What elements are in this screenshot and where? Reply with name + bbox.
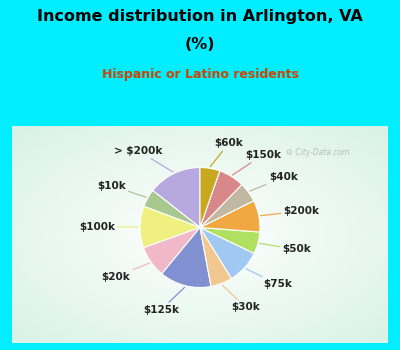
- Wedge shape: [200, 201, 260, 232]
- Wedge shape: [140, 206, 200, 248]
- Text: $100k: $100k: [79, 222, 138, 232]
- Text: > $200k: > $200k: [114, 146, 173, 172]
- Wedge shape: [162, 228, 211, 287]
- Text: ⚙ City-Data.com: ⚙ City-Data.com: [286, 148, 350, 157]
- Text: Income distribution in Arlington, VA: Income distribution in Arlington, VA: [37, 9, 363, 24]
- Text: $60k: $60k: [210, 139, 243, 167]
- Wedge shape: [144, 190, 200, 228]
- Text: $20k: $20k: [102, 263, 150, 281]
- Text: $200k: $200k: [261, 206, 320, 216]
- Text: Hispanic or Latino residents: Hispanic or Latino residents: [102, 68, 298, 81]
- Text: $50k: $50k: [260, 243, 311, 254]
- Wedge shape: [200, 228, 260, 253]
- Wedge shape: [200, 228, 232, 287]
- Wedge shape: [200, 228, 254, 279]
- Text: $10k: $10k: [97, 181, 146, 197]
- Text: $30k: $30k: [222, 285, 260, 312]
- Text: $125k: $125k: [143, 287, 184, 315]
- Text: (%): (%): [185, 37, 215, 52]
- Text: $40k: $40k: [250, 172, 298, 191]
- Wedge shape: [200, 168, 220, 228]
- Wedge shape: [153, 168, 200, 228]
- Wedge shape: [200, 184, 254, 228]
- Text: $150k: $150k: [232, 150, 281, 175]
- Text: $75k: $75k: [246, 269, 292, 289]
- Wedge shape: [200, 171, 242, 228]
- Wedge shape: [144, 228, 200, 274]
